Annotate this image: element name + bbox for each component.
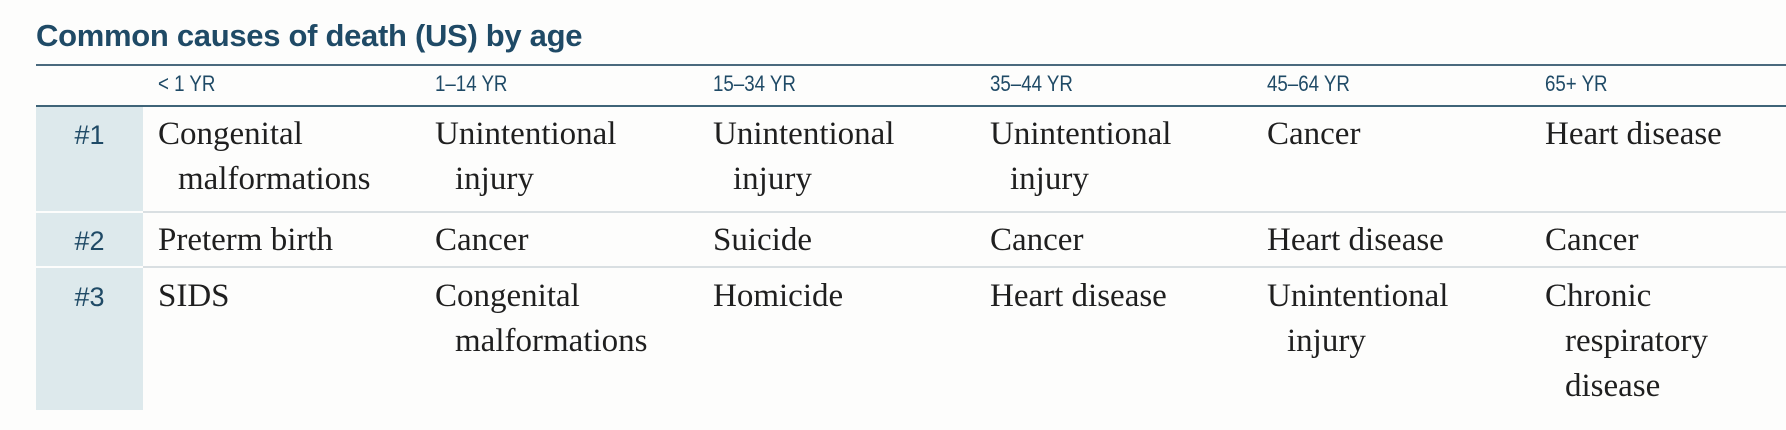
- table-cell: Cancer: [1267, 112, 1537, 157]
- table-cell: Cancer: [990, 218, 1260, 263]
- cell-text: Unintentional: [1267, 278, 1449, 314]
- cell-text: Unintentional: [435, 116, 617, 152]
- cell-text: Unintentional: [990, 116, 1172, 152]
- rank-divider: [36, 211, 143, 213]
- table-cell: Unintentional injury: [713, 112, 983, 202]
- page-title: Common causes of death (US) by age: [36, 18, 583, 53]
- column-header-45-64: 45–64 YR: [1267, 71, 1350, 96]
- cell-text: SIDS: [158, 278, 230, 314]
- cell-text: Congenital: [435, 278, 580, 314]
- cell-text: respiratory: [1565, 323, 1708, 359]
- cell-text: Congenital: [158, 116, 303, 152]
- title-rule: [36, 64, 1786, 66]
- cell-text: Preterm birth: [158, 222, 334, 258]
- column-header-1-14: 1–14 YR: [435, 71, 508, 96]
- cell-text: injury: [1287, 323, 1366, 359]
- cell-text: Heart disease: [990, 278, 1167, 314]
- cell-text: Cancer: [1267, 116, 1361, 152]
- cell-text: Heart disease: [1267, 222, 1444, 258]
- table-cell: Homicide: [713, 274, 983, 319]
- table-cell: SIDS: [158, 274, 428, 319]
- rank-label: #2: [74, 226, 105, 256]
- cell-text: Homicide: [713, 278, 844, 314]
- cell-text: Suicide: [713, 222, 812, 258]
- cell-text: Cancer: [1545, 222, 1639, 258]
- rank-divider: [36, 266, 143, 268]
- cell-text: Cancer: [990, 222, 1084, 258]
- table-cell: Heart disease: [1267, 218, 1537, 263]
- table-cell: Heart disease: [990, 274, 1260, 319]
- table-cell: Suicide: [713, 218, 983, 263]
- table-cell: Unintentional injury: [990, 112, 1260, 202]
- column-header-under-1: < 1 YR: [158, 71, 216, 96]
- column-header-35-44: 35–44 YR: [990, 71, 1073, 96]
- cell-text: disease: [1565, 368, 1661, 404]
- cell-text: Heart disease: [1545, 116, 1722, 152]
- table-cell: Unintentional injury: [1267, 274, 1537, 364]
- cell-text: Unintentional: [713, 116, 895, 152]
- cell-text: Chronic: [1545, 278, 1652, 314]
- rank-label: #1: [74, 120, 105, 150]
- cell-text: injury: [733, 161, 812, 197]
- header-rule: [36, 105, 1786, 107]
- column-header-15-34: 15–34 YR: [713, 71, 796, 96]
- rank-column-band: [36, 107, 143, 410]
- table-cell: Congenital malformations: [435, 274, 705, 364]
- rank-label: #3: [74, 282, 105, 312]
- cell-text: malformations: [455, 323, 648, 359]
- column-header-65-plus: 65+ YR: [1545, 71, 1608, 96]
- row-divider: [143, 211, 1786, 213]
- table-cell: Unintentional injury: [435, 112, 705, 202]
- table-cell: Cancer: [1545, 218, 1786, 263]
- row-divider: [143, 266, 1786, 268]
- table-cell: Congenital malformations: [158, 112, 428, 202]
- table-cell: Chronic respiratory disease: [1545, 274, 1786, 409]
- cell-text: Cancer: [435, 222, 529, 258]
- cell-text: injury: [455, 161, 534, 197]
- table-cell: Heart disease: [1545, 112, 1786, 157]
- table-cell: Cancer: [435, 218, 705, 263]
- table-cell: Preterm birth: [158, 218, 428, 263]
- cell-text: malformations: [178, 161, 371, 197]
- cell-text: injury: [1010, 161, 1089, 197]
